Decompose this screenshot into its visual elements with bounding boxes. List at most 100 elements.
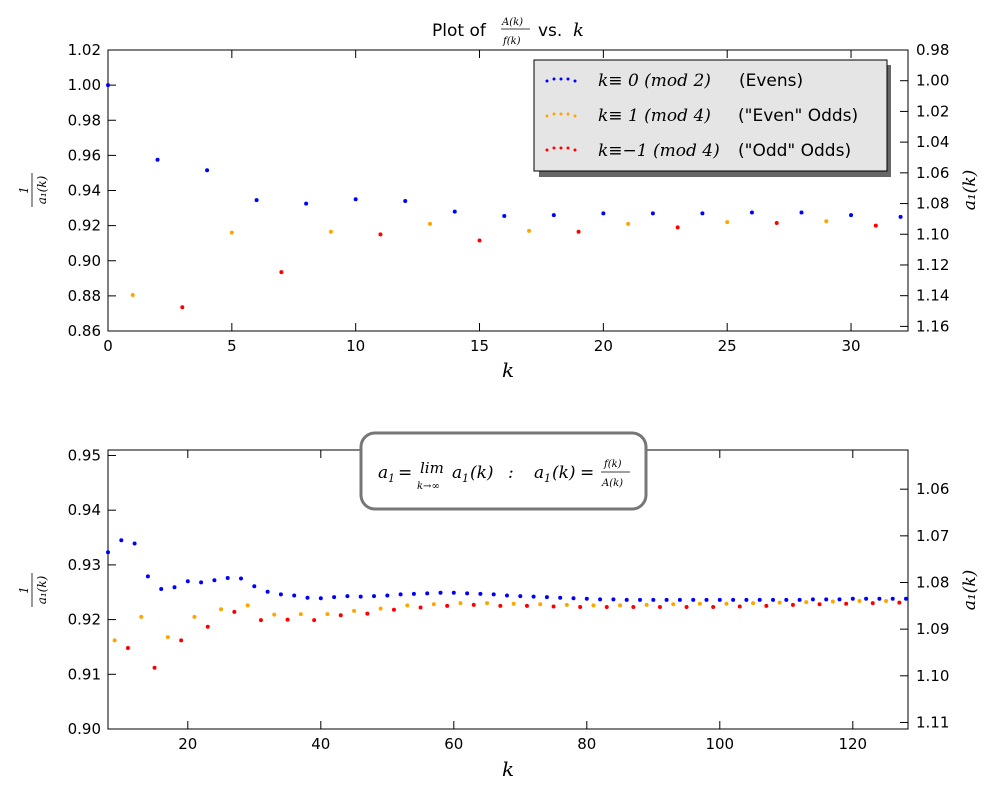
data-point-evens: [651, 597, 656, 602]
data-point-even-odds: [298, 612, 303, 617]
chart-title-prefix: Plot of: [432, 21, 487, 41]
data-point-evens: [438, 590, 443, 595]
data-point-even-odds: [431, 602, 436, 607]
y-tick-label-left: 0.92: [68, 217, 101, 235]
data-point-odd-odds: [312, 618, 317, 623]
svg-text:a: a: [378, 463, 388, 483]
y-tick-label-right: 1.08: [916, 574, 949, 592]
data-point-even-odds: [824, 219, 829, 224]
data-point-evens: [252, 584, 257, 589]
data-point-even-odds: [112, 638, 117, 643]
data-point-evens: [185, 579, 190, 584]
svg-text:a₁(k): a₁(k): [35, 175, 49, 204]
data-point-odd-odds: [445, 603, 450, 608]
y-tick-label-right: 1.11: [916, 713, 949, 731]
data-point-evens: [425, 591, 430, 596]
data-point-evens: [318, 596, 323, 601]
chart-title: Plot of A(k) f(k) vs. k: [432, 17, 584, 47]
data-point-odd-odds: [578, 605, 583, 610]
data-point-evens: [452, 209, 457, 214]
data-point-odd-odds: [471, 602, 476, 607]
svg-text:=: =: [580, 463, 594, 483]
y-tick-label-left: 0.94: [68, 501, 101, 519]
data-point-even-odds: [165, 635, 170, 640]
data-point-evens: [677, 597, 682, 602]
svg-text:a₁(k): a₁(k): [35, 575, 49, 604]
y-tick-label-right: 1.04: [916, 133, 949, 151]
svg-text:k≡ 0 (mod 2): k≡ 0 (mod 2): [598, 71, 711, 91]
y-tick-label-right: 1.16: [916, 317, 949, 335]
data-point-evens: [784, 597, 789, 602]
data-point-evens: [531, 594, 536, 599]
data-point-evens: [571, 596, 576, 601]
svg-text::: :: [508, 463, 514, 483]
y-tick-label-left: 0.91: [68, 665, 101, 683]
data-point-even-odds: [644, 602, 649, 607]
chart-title-denominator: f(k): [502, 36, 521, 47]
data-point-evens: [744, 597, 749, 602]
data-point-evens: [731, 597, 736, 602]
data-point-evens: [385, 593, 390, 598]
chart-title-k: k: [573, 20, 584, 41]
legend-entry-odd-odds: k≡−1 (mod 4) ("Odd" Odds): [545, 141, 851, 161]
data-point-odd-odds: [338, 613, 343, 618]
data-point-evens: [810, 597, 815, 602]
data-point-odd-odds: [657, 605, 662, 610]
data-point-evens: [199, 580, 204, 585]
data-point-evens: [691, 597, 696, 602]
svg-text:1: 1: [388, 472, 395, 485]
svg-text:(Evens): (Evens): [739, 71, 803, 91]
data-point-even-odds: [857, 598, 862, 603]
data-point-evens: [518, 594, 523, 599]
data-point-evens: [305, 595, 310, 600]
data-point-odd-odds: [365, 611, 370, 616]
data-point-odd-odds: [870, 601, 875, 606]
data-point-even-odds: [777, 600, 782, 605]
data-point-odd-odds: [205, 624, 210, 629]
data-point-even-odds: [591, 603, 596, 608]
svg-text:k→∞: k→∞: [417, 481, 440, 492]
y-axis-left: 0.86 0.88 0.90 0.92 0.94 0.96 0.98 1.00 1.02: [68, 41, 116, 340]
svg-text:=: =: [398, 463, 412, 483]
data-point-evens: [797, 597, 802, 602]
top-chart: Plot of A(k) f(k) vs. k 0 5 10 15 20 25 30 0.8…: [17, 17, 980, 382]
svg-text:lim: lim: [420, 459, 444, 477]
data-point-evens: [849, 213, 854, 218]
data-point-evens: [398, 592, 403, 597]
data-point-evens: [624, 597, 629, 602]
data-point-odd-odds: [125, 646, 130, 651]
svg-text:1: 1: [462, 472, 469, 485]
data-point-evens: [824, 597, 829, 602]
data-point-evens: [106, 83, 110, 88]
data-point-evens: [254, 198, 259, 203]
data-point-even-odds: [618, 603, 623, 608]
data-point-even-odds: [405, 603, 410, 608]
annotation-box: a 1 = lim k→∞ a 1 (k) : a 1 (k) = f(k) A…: [359, 431, 648, 511]
data-point-even-odds: [229, 230, 234, 235]
x-tick-label: 20: [178, 735, 197, 753]
data-point-evens: [890, 596, 895, 601]
data-point-evens: [345, 594, 350, 599]
data-point-evens: [155, 157, 160, 162]
x-axis-bottom: 20 40 60 80 100 120: [178, 450, 867, 753]
data-point-evens: [278, 592, 283, 597]
svg-text:("Even" Odds): ("Even" Odds): [738, 106, 858, 126]
y-axis-right: 1.16 1.14 1.12 1.10 1.08 1.06 1.04 1.02 1.00 0.98: [900, 41, 949, 335]
data-point-odd-odds: [631, 605, 636, 610]
data-point-evens: [372, 594, 377, 599]
data-point-odd-odds: [684, 605, 689, 610]
y-tick-label-left: 0.94: [68, 182, 101, 200]
data-point-even-odds: [538, 602, 543, 607]
data-point-even-odds: [378, 606, 383, 611]
data-point-evens: [850, 596, 855, 601]
data-point-odd-odds: [232, 609, 237, 614]
x-tick-label: 30: [841, 337, 860, 355]
data-point-evens: [799, 210, 804, 215]
data-point-evens: [332, 595, 337, 600]
data-point-odd-odds: [774, 220, 779, 225]
data-point-even-odds: [671, 602, 676, 607]
data-point-evens: [601, 211, 606, 216]
data-point-even-odds: [325, 612, 330, 617]
data-point-odd-odds: [790, 602, 795, 607]
data-point-evens: [898, 214, 903, 219]
